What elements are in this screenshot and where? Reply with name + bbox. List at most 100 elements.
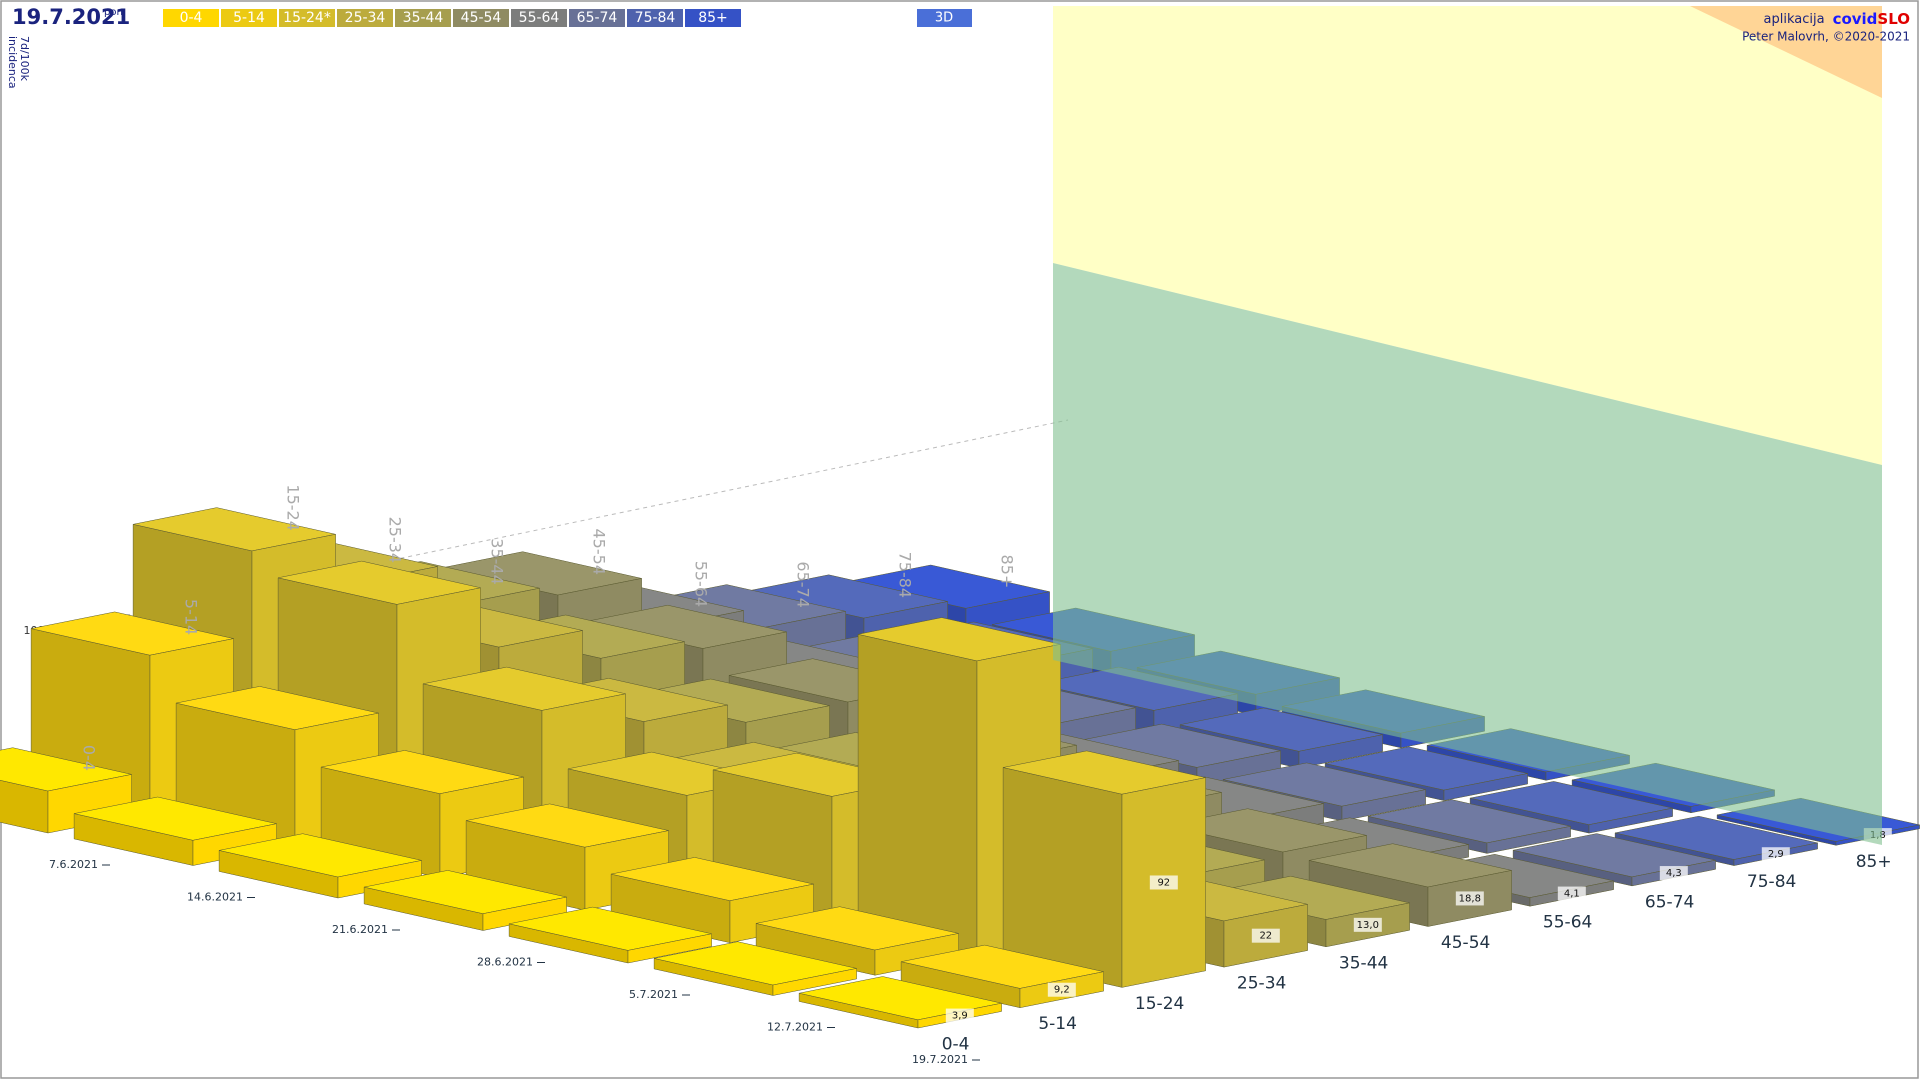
group-back-label: 65-74 xyxy=(794,561,813,608)
legend-label[interactable]: 75-84 xyxy=(635,10,676,26)
legend-button[interactable] xyxy=(279,9,335,27)
date: 19.7.2021 xyxy=(12,5,130,29)
x-tick-label: 12.7.2021 xyxy=(767,1021,823,1034)
x-tick-label: 14.6.2021 xyxy=(187,891,243,904)
group-back-label: 45-54 xyxy=(590,529,609,576)
value-label: 4,1 xyxy=(1564,889,1580,900)
labels-layer: 19.7.2021 pon 3D 7d/100k incidenca aplik… xyxy=(6,5,1910,1066)
x-tick-label: 7.6.2021 xyxy=(49,858,98,871)
legend-button[interactable] xyxy=(627,9,683,27)
group-label: 15-24 xyxy=(1135,994,1184,1014)
legend-label[interactable]: 15-24* xyxy=(283,10,331,26)
group-label: 25-34 xyxy=(1237,974,1286,994)
value-label: 9,2 xyxy=(1054,985,1070,996)
legend-label[interactable]: 0-4 xyxy=(180,10,203,26)
bar xyxy=(653,941,857,996)
bar-front xyxy=(1298,734,1383,769)
planes xyxy=(1053,6,1882,845)
bar-front xyxy=(1486,825,1571,854)
value-label: 18,8 xyxy=(1459,893,1481,904)
legend-button[interactable] xyxy=(163,9,219,27)
value-label: 22 xyxy=(1259,931,1272,942)
y-label: 7d/100k xyxy=(18,36,31,82)
legend-button[interactable] xyxy=(685,9,741,27)
legend-label[interactable]: 45-54 xyxy=(461,10,502,26)
y-label: incidenca xyxy=(6,36,19,89)
x-tick-label: 28.6.2021 xyxy=(477,956,533,969)
group-label: 35-44 xyxy=(1339,953,1388,973)
bar xyxy=(610,857,814,944)
group-back-label: 5-14 xyxy=(182,599,201,635)
bar-front xyxy=(1588,807,1673,834)
legend-label[interactable]: 55-64 xyxy=(519,10,560,26)
value-label-bg xyxy=(1149,875,1178,890)
legend-button[interactable] xyxy=(453,9,509,27)
bar xyxy=(508,906,712,964)
group-back-label: 0-4 xyxy=(80,745,99,771)
value-label: 4,3 xyxy=(1666,868,1682,879)
bar xyxy=(363,870,567,931)
x-tick-label: 5.7.2021 xyxy=(629,988,678,1001)
mode-button[interactable] xyxy=(917,9,972,27)
plane-green xyxy=(1053,263,1882,845)
group-label: 5-14 xyxy=(1038,1014,1077,1034)
plane-yellow xyxy=(1053,6,1882,465)
legend-label[interactable]: 65-74 xyxy=(577,10,618,26)
group-label: 75-84 xyxy=(1747,872,1796,892)
value-label: 2,9 xyxy=(1768,849,1784,860)
brand-covid: covid xyxy=(1833,10,1878,28)
bar xyxy=(73,796,277,866)
legend-button[interactable] xyxy=(337,9,393,27)
value-label-bg xyxy=(1047,982,1076,997)
group-label: 65-74 xyxy=(1645,892,1694,912)
bar-front xyxy=(1443,773,1528,801)
group-back-label: 55-64 xyxy=(692,561,711,608)
legend-label[interactable]: 85+ xyxy=(698,10,728,26)
brand-slo: SLO xyxy=(1877,10,1910,28)
bar: 92 xyxy=(1002,750,1206,988)
credit-author: Peter Malovrh, ©2020-2021 xyxy=(1742,30,1910,44)
value-label-bg xyxy=(1251,928,1280,943)
group-back-label: 25-34 xyxy=(386,517,405,564)
bar-front xyxy=(627,933,712,964)
bar: 3,9 xyxy=(798,976,1002,1029)
legend-button[interactable] xyxy=(511,9,567,27)
value-label-bg xyxy=(1761,847,1790,862)
value-label: 3,9 xyxy=(952,1011,968,1022)
grid-line xyxy=(39,419,1069,634)
legend-button[interactable] xyxy=(395,9,451,27)
group-label: 85+ xyxy=(1856,852,1892,872)
credit-app-label: aplikacija xyxy=(1764,12,1825,27)
x-tick-label: 21.6.2021 xyxy=(332,923,388,936)
legend-button[interactable] xyxy=(569,9,625,27)
bar-front xyxy=(1341,789,1426,822)
legend-label[interactable]: 25-34 xyxy=(345,10,386,26)
value-label: 92 xyxy=(1157,877,1170,888)
group-back-label: 75-84 xyxy=(896,552,915,599)
bar: 9,2 xyxy=(900,944,1104,1009)
value-label-bg xyxy=(1659,866,1688,881)
weekday: pon xyxy=(104,7,123,18)
legend-label[interactable]: 5-14 xyxy=(233,10,265,26)
legend-button[interactable] xyxy=(221,9,277,27)
x-tick-label: 19.7.2021 xyxy=(912,1053,968,1066)
group-back-label: 85+ xyxy=(998,555,1017,589)
bar xyxy=(755,906,959,976)
group-label: 0-4 xyxy=(942,1035,970,1055)
bar-side xyxy=(857,633,978,956)
credit-app: aplikacija covidSLO xyxy=(1764,10,1910,28)
value-label-bg xyxy=(1455,891,1484,906)
plane-orange xyxy=(1690,6,1882,98)
value-label-bg xyxy=(1557,886,1586,901)
group-back-label: 35-44 xyxy=(488,538,507,585)
legend-label[interactable]: 35-44 xyxy=(403,10,444,26)
bar: 4,3 xyxy=(1512,833,1716,887)
group-back-label: 15-24 xyxy=(284,484,303,531)
bar-front xyxy=(772,968,857,996)
mode-label[interactable]: 3D xyxy=(935,11,953,26)
bar xyxy=(218,833,422,899)
group-label: 55-64 xyxy=(1543,913,1592,933)
